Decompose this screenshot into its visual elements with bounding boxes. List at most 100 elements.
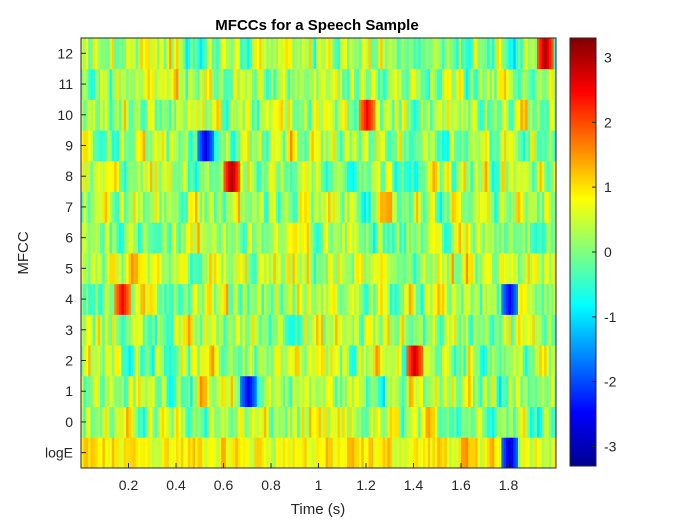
heatmap-cell	[496, 406, 500, 438]
heatmap-cell	[266, 222, 270, 254]
heatmap-cell	[263, 160, 267, 192]
heatmap-cell	[482, 345, 486, 377]
heatmap-cell	[161, 253, 165, 285]
heatmap-cell	[354, 160, 357, 192]
heatmap-cell	[351, 191, 355, 223]
heatmap-cell	[368, 38, 372, 70]
heatmap-cell	[432, 314, 436, 346]
heatmap-cell	[197, 38, 201, 70]
heatmap-cell	[537, 191, 540, 223]
heatmap-cell	[254, 314, 258, 346]
heatmap-cell	[358, 99, 362, 131]
heatmap-cell	[475, 437, 479, 469]
heatmap-cell	[425, 191, 429, 223]
heatmap-cell	[449, 222, 452, 254]
heatmap-cell	[294, 68, 298, 100]
heatmap-cell	[268, 160, 272, 192]
heatmap-cell	[541, 283, 545, 315]
heatmap-cell	[244, 406, 248, 438]
heatmap-cell	[114, 314, 118, 346]
heatmap-cell	[109, 222, 113, 254]
heatmap-cell	[427, 191, 431, 223]
heatmap-cell	[480, 406, 483, 438]
heatmap-cell	[123, 191, 127, 223]
heatmap-cell	[548, 345, 552, 377]
heatmap-cell	[434, 345, 438, 377]
heatmap-cell	[301, 160, 305, 192]
heatmap-cell	[107, 160, 110, 192]
heatmap-cell	[206, 314, 210, 346]
heatmap-cell	[261, 406, 265, 438]
heatmap-cell	[439, 283, 443, 315]
heatmap-cell	[368, 283, 372, 315]
heatmap-cell	[247, 406, 251, 438]
heatmap-cell	[159, 345, 163, 377]
heatmap-cell	[375, 222, 379, 254]
heatmap-cell	[332, 253, 336, 285]
heatmap-cell	[344, 314, 348, 346]
heatmap-cell	[347, 68, 350, 100]
heatmap-cell	[209, 406, 213, 438]
heatmap-cell	[389, 68, 393, 100]
heatmap-cell	[261, 130, 265, 162]
heatmap-cell	[532, 222, 536, 254]
heatmap-cell	[399, 437, 403, 469]
heatmap-cell	[199, 38, 203, 70]
heatmap-cell	[180, 160, 184, 192]
heatmap-cell	[297, 375, 300, 407]
heatmap-cell	[159, 160, 163, 192]
heatmap-cell	[518, 222, 521, 254]
heatmap-cell	[434, 406, 438, 438]
heatmap-cell	[280, 38, 284, 70]
heatmap-cell	[320, 38, 324, 70]
heatmap-cell	[356, 375, 360, 407]
heatmap-cell	[183, 130, 186, 162]
heatmap-cell	[541, 99, 545, 131]
heatmap-cell	[337, 314, 341, 346]
heatmap-cell	[223, 283, 227, 315]
heatmap-cell	[157, 99, 160, 131]
heatmap-cell	[147, 130, 151, 162]
heatmap-cell	[104, 406, 108, 438]
heatmap-cell	[551, 283, 555, 315]
heatmap-cell	[318, 283, 322, 315]
heatmap-cell	[351, 68, 355, 100]
heatmap-cell	[351, 406, 355, 438]
heatmap-cell	[299, 38, 303, 70]
heatmap-cell	[375, 99, 379, 131]
heatmap-cell	[358, 375, 362, 407]
heatmap-cell	[204, 375, 208, 407]
heatmap-cell	[356, 68, 360, 100]
heatmap-cell	[344, 222, 348, 254]
heatmap-cell	[387, 375, 391, 407]
heatmap-cell	[149, 38, 153, 70]
heatmap-cell	[480, 68, 483, 100]
heatmap-cell	[199, 160, 203, 192]
heatmap-cell	[451, 38, 455, 70]
heatmap-cell	[541, 191, 545, 223]
heatmap-cell	[95, 99, 99, 131]
heatmap-cell	[85, 345, 89, 377]
heatmap-cell	[121, 406, 125, 438]
heatmap-cell	[515, 191, 519, 223]
heatmap-cell	[432, 191, 436, 223]
heatmap-cell	[107, 38, 110, 70]
heatmap-cell	[171, 375, 175, 407]
heatmap-cell	[347, 99, 350, 131]
heatmap-cell	[225, 253, 229, 285]
heatmap-cell	[553, 99, 557, 131]
heatmap-cell	[356, 191, 360, 223]
heatmap-cell	[173, 314, 177, 346]
heatmap-cell	[392, 345, 395, 377]
heatmap-cell	[149, 437, 153, 469]
heatmap-cell	[506, 283, 509, 315]
heatmap-cell	[195, 437, 198, 469]
heatmap-cell	[126, 191, 129, 223]
heatmap-cell	[332, 375, 336, 407]
heatmap-cell	[299, 283, 303, 315]
heatmap-cell	[242, 437, 246, 469]
heatmap-cell	[489, 68, 493, 100]
heatmap-cell	[97, 160, 101, 192]
heatmap-cell	[339, 253, 343, 285]
heatmap-cell	[261, 253, 265, 285]
